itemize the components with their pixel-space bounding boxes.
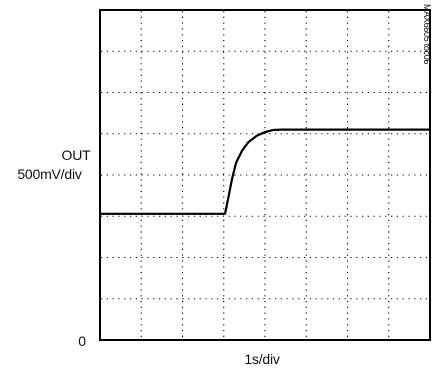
vertical-scale-label: 500mV/div	[17, 166, 82, 182]
figure-id-label: MAX6605 toc06	[422, 4, 432, 65]
zero-level-marker: 0	[78, 333, 86, 349]
horizontal-scale-label: 1s/div	[244, 351, 280, 367]
plot-border	[99, 9, 431, 341]
out-trace	[98, 128, 432, 215]
graticule-grid	[101, 11, 429, 339]
channel-label: OUT	[61, 147, 91, 163]
